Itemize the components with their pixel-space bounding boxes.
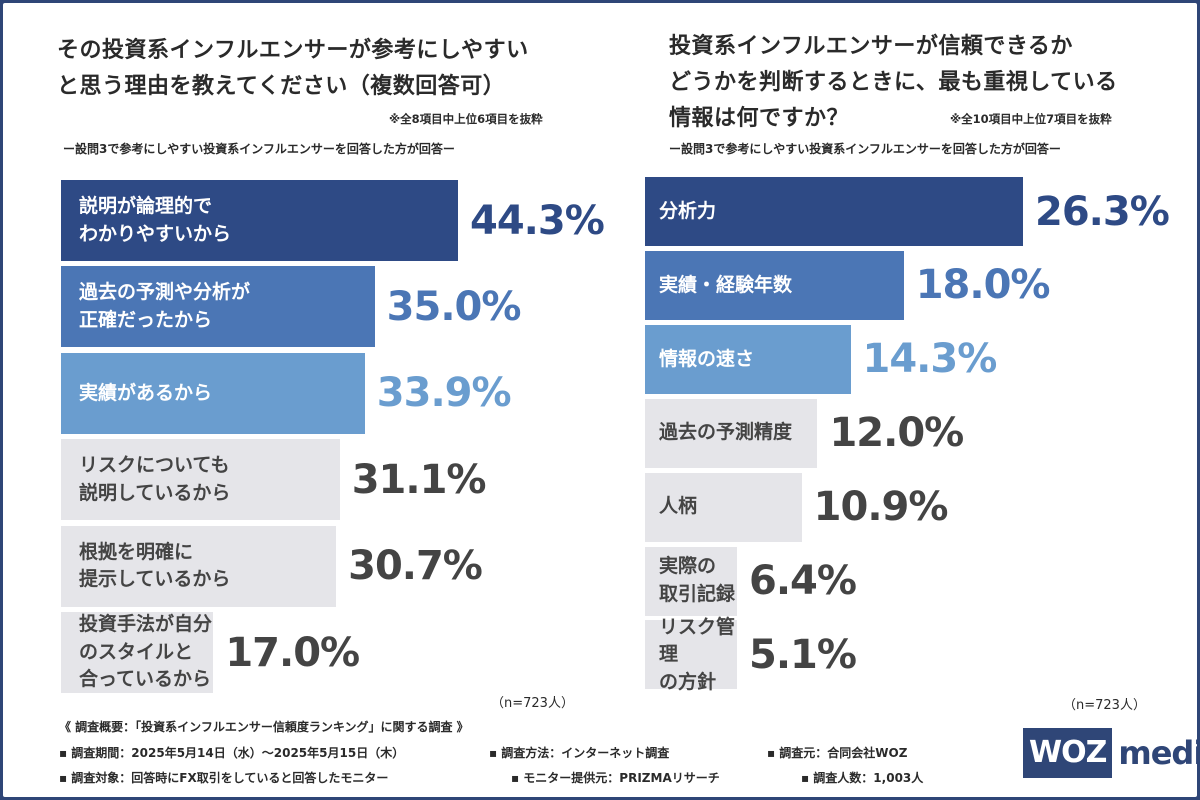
bar-label: 実績・経験年数	[659, 273, 793, 296]
bar: リスク管理 の方針	[645, 616, 737, 693]
bar-value-label: 26.3%	[1035, 188, 1170, 235]
bar-value-label: 18.0%	[915, 262, 1051, 309]
bar-row: リスク管理 の方針 5.1%	[645, 616, 1173, 693]
bar: 過去の予測精度	[645, 398, 818, 468]
bar-label: 説明が論理的で わかりやすいから	[79, 194, 232, 245]
bar-label: 分析力	[659, 199, 717, 222]
bar-label: 情報の速さ	[659, 347, 755, 370]
right-title-line-2: どうかを判断するときに、最も重視している	[669, 70, 1118, 95]
bar-row: 実績・経験年数 18.0%	[645, 250, 1173, 320]
left-bars: 説明が論理的で わかりやすいから 44.3% 過去の予測や分析が 正確だったから 35…	[3, 3, 605, 719]
bar-row: 投資手法が自分のスタイルと 合っているから 17.0%	[61, 612, 608, 693]
left-n-note: （n=723人）	[491, 696, 574, 711]
bar-label: リスク管理 の方針	[659, 615, 736, 693]
bar-value-label: 5.1%	[749, 631, 857, 678]
right-chart-panel: 投資系インフルエンサーが信頼できるか どうかを判断するときに、最も重視している …	[603, 3, 1197, 719]
left-title-line-2: と思う理由を教えてください（複数回答可）	[57, 74, 506, 99]
left-title-line-1: その投資系インフルエンサーが参考にしやすい	[57, 38, 529, 63]
right-bars: 分析力 26.3% 実績・経験年数 18.0% 情報の速さ 14.3% 過去の予測精度 12.…	[603, 3, 1197, 719]
right-chart-note: ※全10項目中上位7項目を抜粋	[950, 112, 1112, 126]
bar-row: 説明が論理的で わかりやすいから 44.3%	[61, 180, 608, 261]
right-title-line-3: 情報は何ですか？	[669, 106, 850, 131]
bar-value-label: 31.1%	[351, 456, 487, 503]
survey-method: ▪ 調査方法：インターネット調査	[489, 746, 670, 760]
survey-heading: 《 調査概要：「投資系インフルエンサー信頼度ランキング」に関する調査 》	[59, 720, 469, 734]
survey-org: ▪ 調査元：合同会社WOZ	[767, 746, 908, 760]
bar-label: 過去の予測精度	[659, 421, 793, 444]
bar-value-label: 35.0%	[386, 283, 522, 330]
bar-value-label: 6.4%	[749, 558, 857, 604]
right-n-note: （n=723人）	[1063, 698, 1146, 713]
bar: 実績があるから	[61, 352, 365, 434]
bar-label: 実際の 取引記録	[659, 555, 736, 605]
bar-row: 情報の速さ 14.3%	[645, 324, 1173, 394]
logo-media-text: media	[1118, 734, 1197, 772]
bar-label: 人柄	[659, 495, 698, 518]
left-chart-note: ※全8項目中上位6項目を抜粋	[389, 112, 543, 126]
bar-row: 人柄 10.9%	[645, 472, 1173, 542]
bar-label: 投資手法が自分のスタイルと 合っているから	[79, 613, 213, 691]
survey-count: ▪ 調査人数：1,003人	[801, 771, 924, 785]
bar-label: 根拠を明確に 提示しているから	[79, 540, 231, 591]
left-chart-panel: その投資系インフルエンサーが参考にしやすい と思う理由を教えてください（複数回答…	[3, 3, 605, 719]
bar: リスクについても 説明しているから	[61, 439, 340, 521]
bar: 実績・経験年数	[645, 250, 904, 320]
right-title-line-1: 投資系インフルエンサーが信頼できるか	[669, 34, 1073, 59]
bar-row: 過去の予測や分析が 正確だったから 35.0%	[61, 266, 608, 348]
bar-row: 根拠を明確に 提示しているから 30.7%	[61, 525, 608, 607]
bar-value-label: 44.3%	[470, 197, 605, 244]
bar-label: 実績があるから	[79, 381, 213, 404]
bar-value-label: 33.9%	[376, 370, 512, 417]
infographic-canvas: その投資系インフルエンサーが参考にしやすい と思う理由を教えてください（複数回答…	[3, 3, 1197, 797]
right-chart-title: 投資系インフルエンサーが信頼できるか どうかを判断するときに、最も重視している …	[669, 29, 1118, 137]
bar-row: 実績があるから 33.9%	[61, 352, 608, 434]
survey-target: ▪ 調査対象：回答時にFX取引をしていると回答したモニター	[59, 771, 389, 785]
bar-value-label: 12.0%	[829, 410, 964, 457]
woz-media-logo: WOZ media	[1023, 727, 1197, 779]
bar-value-label: 14.3%	[862, 336, 998, 383]
bar: 説明が論理的で わかりやすいから	[61, 180, 458, 261]
bar-row: 分析力 26.3%	[645, 177, 1173, 246]
bar-row: 過去の予測精度 12.0%	[645, 398, 1173, 468]
bar: 分析力	[645, 177, 1023, 246]
bar-row: 実際の 取引記録 6.4%	[645, 546, 1173, 616]
right-chart-subtitle: ー設問3で参考にしやすい投資系インフルエンサーを回答した方が回答ー	[669, 142, 1061, 156]
bar-value-label: 10.9%	[813, 484, 949, 531]
bar: 人柄	[645, 472, 802, 542]
bar: 投資手法が自分のスタイルと 合っているから	[61, 612, 214, 693]
bar: 根拠を明確に 提示しているから	[61, 525, 337, 607]
bar-value-label: 17.0%	[225, 629, 360, 676]
logo-box-text: WOZ	[1023, 728, 1113, 778]
left-chart-subtitle: ー設問3で参考にしやすい投資系インフルエンサーを回答した方が回答ー	[63, 142, 455, 156]
bar: 実際の 取引記録	[645, 546, 737, 616]
bar-row: リスクについても 説明しているから 31.1%	[61, 439, 608, 521]
bar-label: リスクについても 説明しているから	[79, 454, 231, 504]
bar: 情報の速さ	[645, 324, 851, 394]
survey-provider: ▪ モニター提供元：PRIZMAリサーチ	[511, 771, 720, 785]
bar-label: 過去の予測や分析が 正確だったから	[79, 281, 251, 331]
left-chart-title: その投資系インフルエンサーが参考にしやすい と思う理由を教えてください（複数回答…	[57, 33, 529, 105]
survey-period: ▪ 調査期間：2025年5月14日（水）〜2025年5月15日（木）	[59, 746, 405, 760]
bar: 過去の予測や分析が 正確だったから	[61, 266, 375, 348]
bar-value-label: 30.7%	[348, 543, 483, 590]
